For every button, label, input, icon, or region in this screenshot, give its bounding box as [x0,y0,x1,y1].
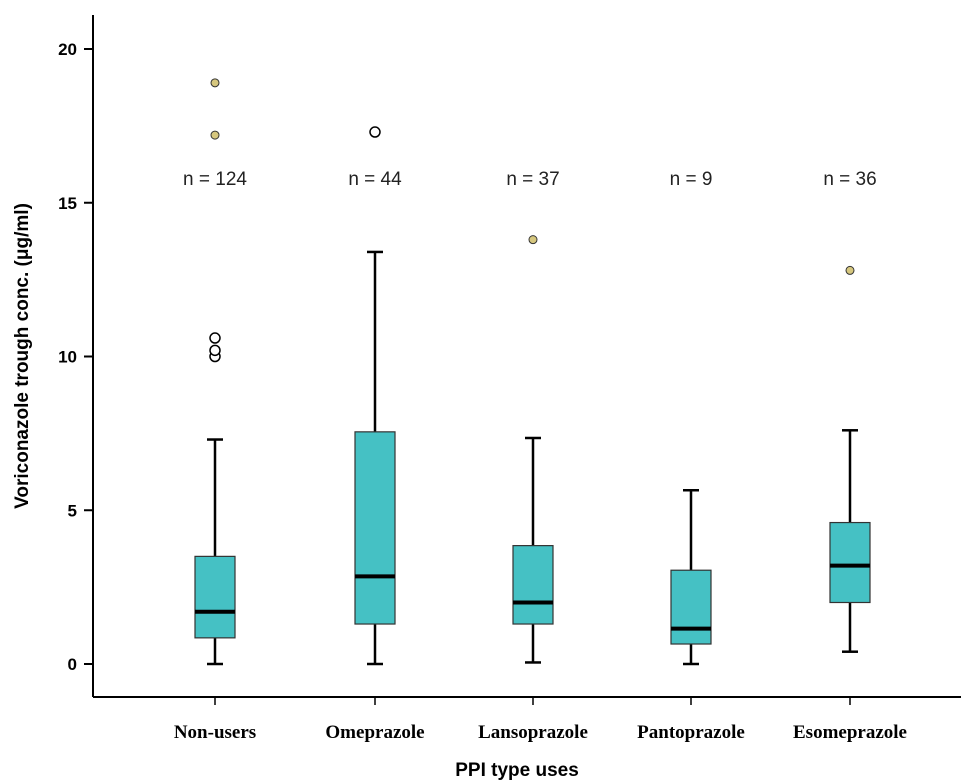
x-axis-title: PPI type uses [455,760,579,781]
x-category-label: Non-users [174,722,256,743]
x-category-labels: Non-users Omeprazole Lansoprazole Pantopraz… [174,697,907,743]
outlier-point [209,332,221,344]
extreme-point [845,265,855,275]
sample-size-label: n = 36 [823,169,876,190]
sample-size-labels: n = 124 n = 44 n = 37 n = 9 n = 36 [183,169,877,190]
outlier-point [209,344,221,357]
box-iqr [354,431,396,625]
box-iqr [829,521,871,604]
y-tick-label: 0 [68,655,77,674]
sample-size-label: n = 37 [506,169,559,190]
x-category-label: Esomeprazole [793,722,907,743]
y-tick-label: 20 [58,40,77,59]
outlier-point [369,126,381,138]
y-axis-title: Voriconazole trough conc. (μg/ml) [12,203,33,509]
x-category-label: Pantoprazole [637,722,745,743]
plot-area [194,78,871,666]
x-category-label: Omeprazole [325,722,424,743]
y-tick-label: 10 [58,348,77,367]
y-tick-label: 15 [58,194,77,213]
sample-size-label: n = 44 [348,169,402,190]
sample-size-label: n = 124 [183,169,247,190]
box-iqr [512,545,554,625]
x-category-label: Lansoprazole [478,722,588,743]
box-iqr [670,569,712,645]
y-ticks: 0 5 10 15 20 [58,40,93,674]
sample-size-label: n = 9 [670,169,713,190]
extreme-point [210,130,220,140]
extreme-point [528,235,538,245]
y-tick-label: 5 [68,501,77,520]
box-iqr [194,555,236,639]
extreme-point [210,78,220,88]
